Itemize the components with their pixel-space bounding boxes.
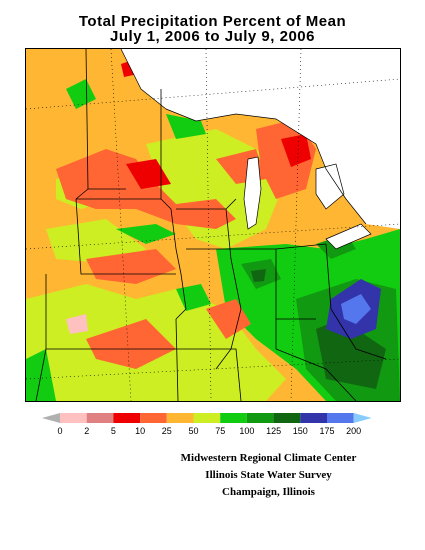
legend-bin — [327, 413, 354, 423]
lake-michigan — [244, 157, 261, 229]
map-title-line1: Total Precipitation Percent of Mean — [78, 13, 347, 30]
zone-75-100-iowa — [116, 224, 176, 244]
zone-10-25-missouri — [206, 299, 251, 339]
legend-tick-label: 200 — [346, 426, 361, 436]
zone-175-200-ohio — [341, 294, 371, 324]
legend-bin — [300, 413, 327, 423]
map-title-line2: July 1, 2006 to July 9, 2006 — [110, 28, 315, 45]
legend-tick-label: 0 — [57, 426, 62, 436]
graticule — [26, 49, 400, 401]
legend-tick-label: 125 — [266, 426, 281, 436]
legend-tick-label: 25 — [162, 426, 172, 436]
state-borders — [35, 49, 387, 401]
legend-bin — [60, 413, 87, 423]
legend-tick-label: 50 — [188, 426, 198, 436]
lake-huron — [316, 164, 344, 209]
legend-bin — [166, 413, 194, 423]
legend-bin — [140, 413, 167, 423]
legend-bin — [273, 413, 301, 423]
credit-line3: Champaign, Illinois — [222, 486, 315, 498]
legend-tick-label: 100 — [239, 426, 254, 436]
credit-line2: Illinois State Water Survey — [205, 469, 332, 481]
zone-125-150-ohio — [316, 319, 386, 389]
zone-10-25-kansas — [86, 319, 176, 369]
legend-svg: 0 2 5 10 25 50 75 100 125 150 175 200 — [42, 413, 372, 436]
coastlines — [120, 49, 372, 250]
zone-125-150-indiana — [251, 269, 266, 282]
zone-5-10-michigan — [281, 134, 311, 167]
color-legend: 0 2 5 10 25 50 75 100 125 150 175 200 — [0, 410, 425, 440]
legend-bin — [220, 413, 247, 423]
legend-arrow-low — [42, 413, 60, 423]
zone-2-5-plains — [66, 314, 88, 334]
legend-bin — [86, 413, 114, 423]
legend-tick-label: 2 — [84, 426, 89, 436]
zone-10-25-nebraska — [86, 249, 176, 284]
no-data-region — [121, 49, 400, 229]
legend-tick-label: 75 — [215, 426, 225, 436]
legend-bin — [113, 413, 141, 423]
legend-bin — [246, 413, 274, 423]
zone-5-10-minnesota — [126, 159, 171, 189]
legend-bin — [193, 413, 221, 423]
map-svg — [26, 49, 400, 401]
legend-tick-label: 175 — [319, 426, 334, 436]
legend-tick-label: 10 — [135, 426, 145, 436]
credit-line1: Midwestern Regional Climate Center — [180, 452, 357, 464]
legend-arrow-high — [353, 413, 372, 423]
legend-tick-label: 5 — [111, 426, 116, 436]
zone-75-100-mo — [176, 284, 211, 311]
precipitation-map — [25, 48, 401, 402]
lake-erie — [326, 224, 371, 249]
legend-tick-label: 150 — [293, 426, 308, 436]
zone-75-100-north — [66, 79, 96, 109]
